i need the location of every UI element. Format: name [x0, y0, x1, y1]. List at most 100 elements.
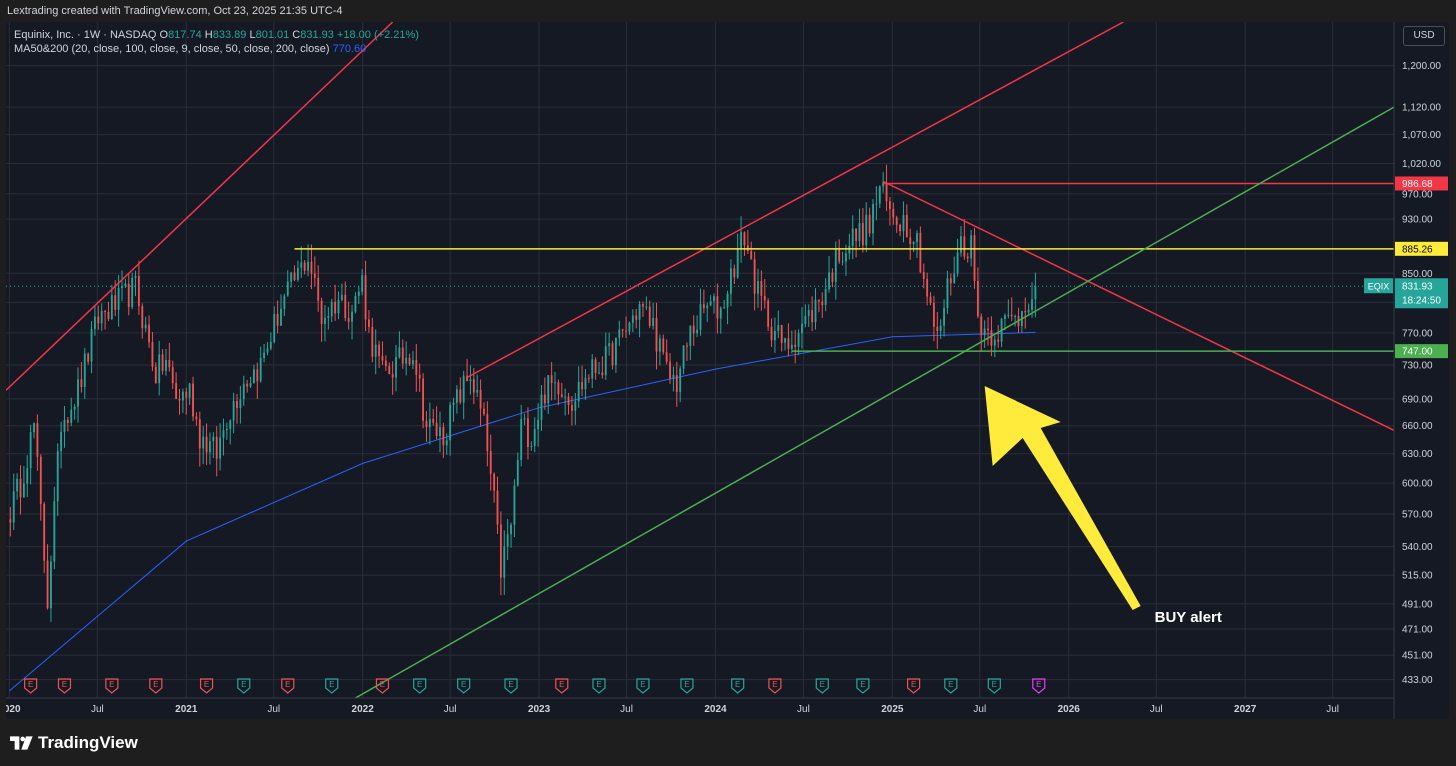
candle	[966, 252, 969, 263]
candle	[665, 339, 668, 365]
earnings-event-marker[interactable]: E	[57, 678, 72, 694]
earnings-event-shape	[907, 678, 921, 694]
candle-body	[642, 304, 644, 307]
candle-body	[242, 383, 245, 400]
y-tick-label: 850.00	[1402, 269, 1433, 280]
candle-body	[851, 228, 854, 246]
candle	[946, 270, 949, 314]
candle-body	[364, 275, 367, 320]
earnings-event-marker[interactable]: E	[1032, 678, 1046, 694]
x-tick-label: 2024	[704, 704, 727, 715]
candle	[743, 231, 746, 256]
candle	[131, 272, 134, 310]
candle-body	[466, 375, 468, 382]
candle-body	[709, 301, 712, 306]
upper-channel-right-line[interactable]	[466, 22, 1124, 379]
candle-body	[672, 374, 675, 379]
earnings-event-marker[interactable]: E	[457, 678, 471, 694]
earnings-event-marker[interactable]: E	[987, 678, 1001, 694]
candle	[618, 320, 621, 347]
earnings-event-marker[interactable]: E	[149, 678, 163, 694]
candle	[50, 555, 52, 622]
earnings-event-marker[interactable]: E	[907, 678, 921, 694]
candle-body	[625, 330, 627, 332]
upper-channel-left-line[interactable]	[6, 22, 394, 391]
earnings-event-marker[interactable]: E	[592, 678, 606, 694]
candle	[780, 324, 783, 352]
candle	[239, 385, 242, 424]
candle-body	[12, 491, 15, 523]
earnings-event-marker[interactable]: E	[815, 678, 829, 694]
candle	[740, 216, 743, 263]
candle	[171, 360, 174, 389]
earnings-event-marker[interactable]: E	[375, 678, 390, 694]
candle-body	[192, 383, 194, 417]
candle	[540, 384, 543, 431]
candle	[757, 268, 759, 308]
earnings-event-marker[interactable]: E	[105, 678, 119, 694]
candle	[151, 331, 154, 372]
legend-ma-line: MA50&200 (20, close, 100, close, 9, clos…	[14, 42, 419, 56]
candle-body	[743, 232, 746, 246]
candle-body	[912, 241, 915, 245]
candle-body	[53, 501, 56, 562]
candle	[926, 272, 929, 306]
earnings-event-letter: E	[992, 680, 997, 689]
candle-body	[144, 324, 147, 329]
candle	[432, 408, 435, 426]
chart-legend: Equinix, Inc. · 1W · NASDAQ O817.74 H833…	[14, 28, 419, 56]
candle	[753, 251, 756, 311]
earnings-event-marker[interactable]: E	[680, 678, 694, 694]
candle	[29, 424, 32, 485]
earnings-event-shape	[375, 678, 390, 694]
y-tick-label: 540.00	[1402, 542, 1433, 553]
candle	[1004, 313, 1006, 331]
candle	[773, 317, 776, 353]
grid	[6, 22, 1394, 698]
candle	[895, 215, 898, 233]
earnings-event-marker[interactable]: E	[199, 678, 214, 694]
candle-body	[882, 182, 885, 187]
candle	[428, 402, 431, 445]
candle-body	[22, 483, 25, 498]
candle-body	[425, 420, 428, 428]
earnings-event-marker[interactable]: E	[325, 678, 339, 694]
candle-body	[344, 294, 347, 319]
x-tick-label: Jul	[620, 704, 633, 715]
candle	[1027, 303, 1030, 315]
candle	[1031, 282, 1033, 318]
descending-resistance-line[interactable]	[882, 180, 1395, 431]
price-chart[interactable]: E E E E E E E E E E E E E E E E E E E E E E E E BUY alert 2020 J…	[6, 22, 1449, 719]
legend-low-value: 801.01	[255, 29, 290, 41]
earnings-event-letter: E	[1036, 680, 1041, 689]
earnings-event-marker[interactable]: E	[504, 678, 518, 694]
candle	[922, 263, 925, 289]
candle	[263, 344, 266, 363]
candle	[987, 317, 989, 346]
candle-body	[36, 423, 39, 457]
earnings-event-marker[interactable]: E	[281, 678, 295, 694]
earnings-event-marker[interactable]: E	[636, 678, 650, 694]
earnings-event-marker[interactable]: E	[24, 678, 38, 694]
candle	[368, 310, 370, 333]
candle-body	[621, 329, 624, 331]
candle-body	[432, 418, 435, 423]
earnings-event-marker[interactable]: E	[555, 678, 569, 694]
earnings-event-marker[interactable]: E	[856, 678, 870, 694]
earnings-event-marker[interactable]: E	[768, 678, 782, 694]
earnings-event-marker[interactable]: E	[237, 678, 251, 694]
earnings-event-letter: E	[911, 680, 916, 689]
candle	[249, 376, 252, 388]
currency-button[interactable]: USD	[1403, 26, 1445, 46]
candle	[1010, 297, 1013, 322]
earnings-event-marker[interactable]: E	[413, 678, 427, 694]
candle	[543, 377, 546, 410]
candle	[516, 452, 519, 487]
earnings-event-shape	[199, 678, 214, 694]
earnings-event-marker[interactable]: E	[944, 678, 958, 694]
candle-body	[655, 318, 658, 352]
candle-body	[236, 401, 238, 408]
rising-support-green-line[interactable]	[355, 106, 1395, 699]
earnings-event-marker[interactable]: E	[731, 678, 745, 694]
candle	[225, 422, 228, 440]
